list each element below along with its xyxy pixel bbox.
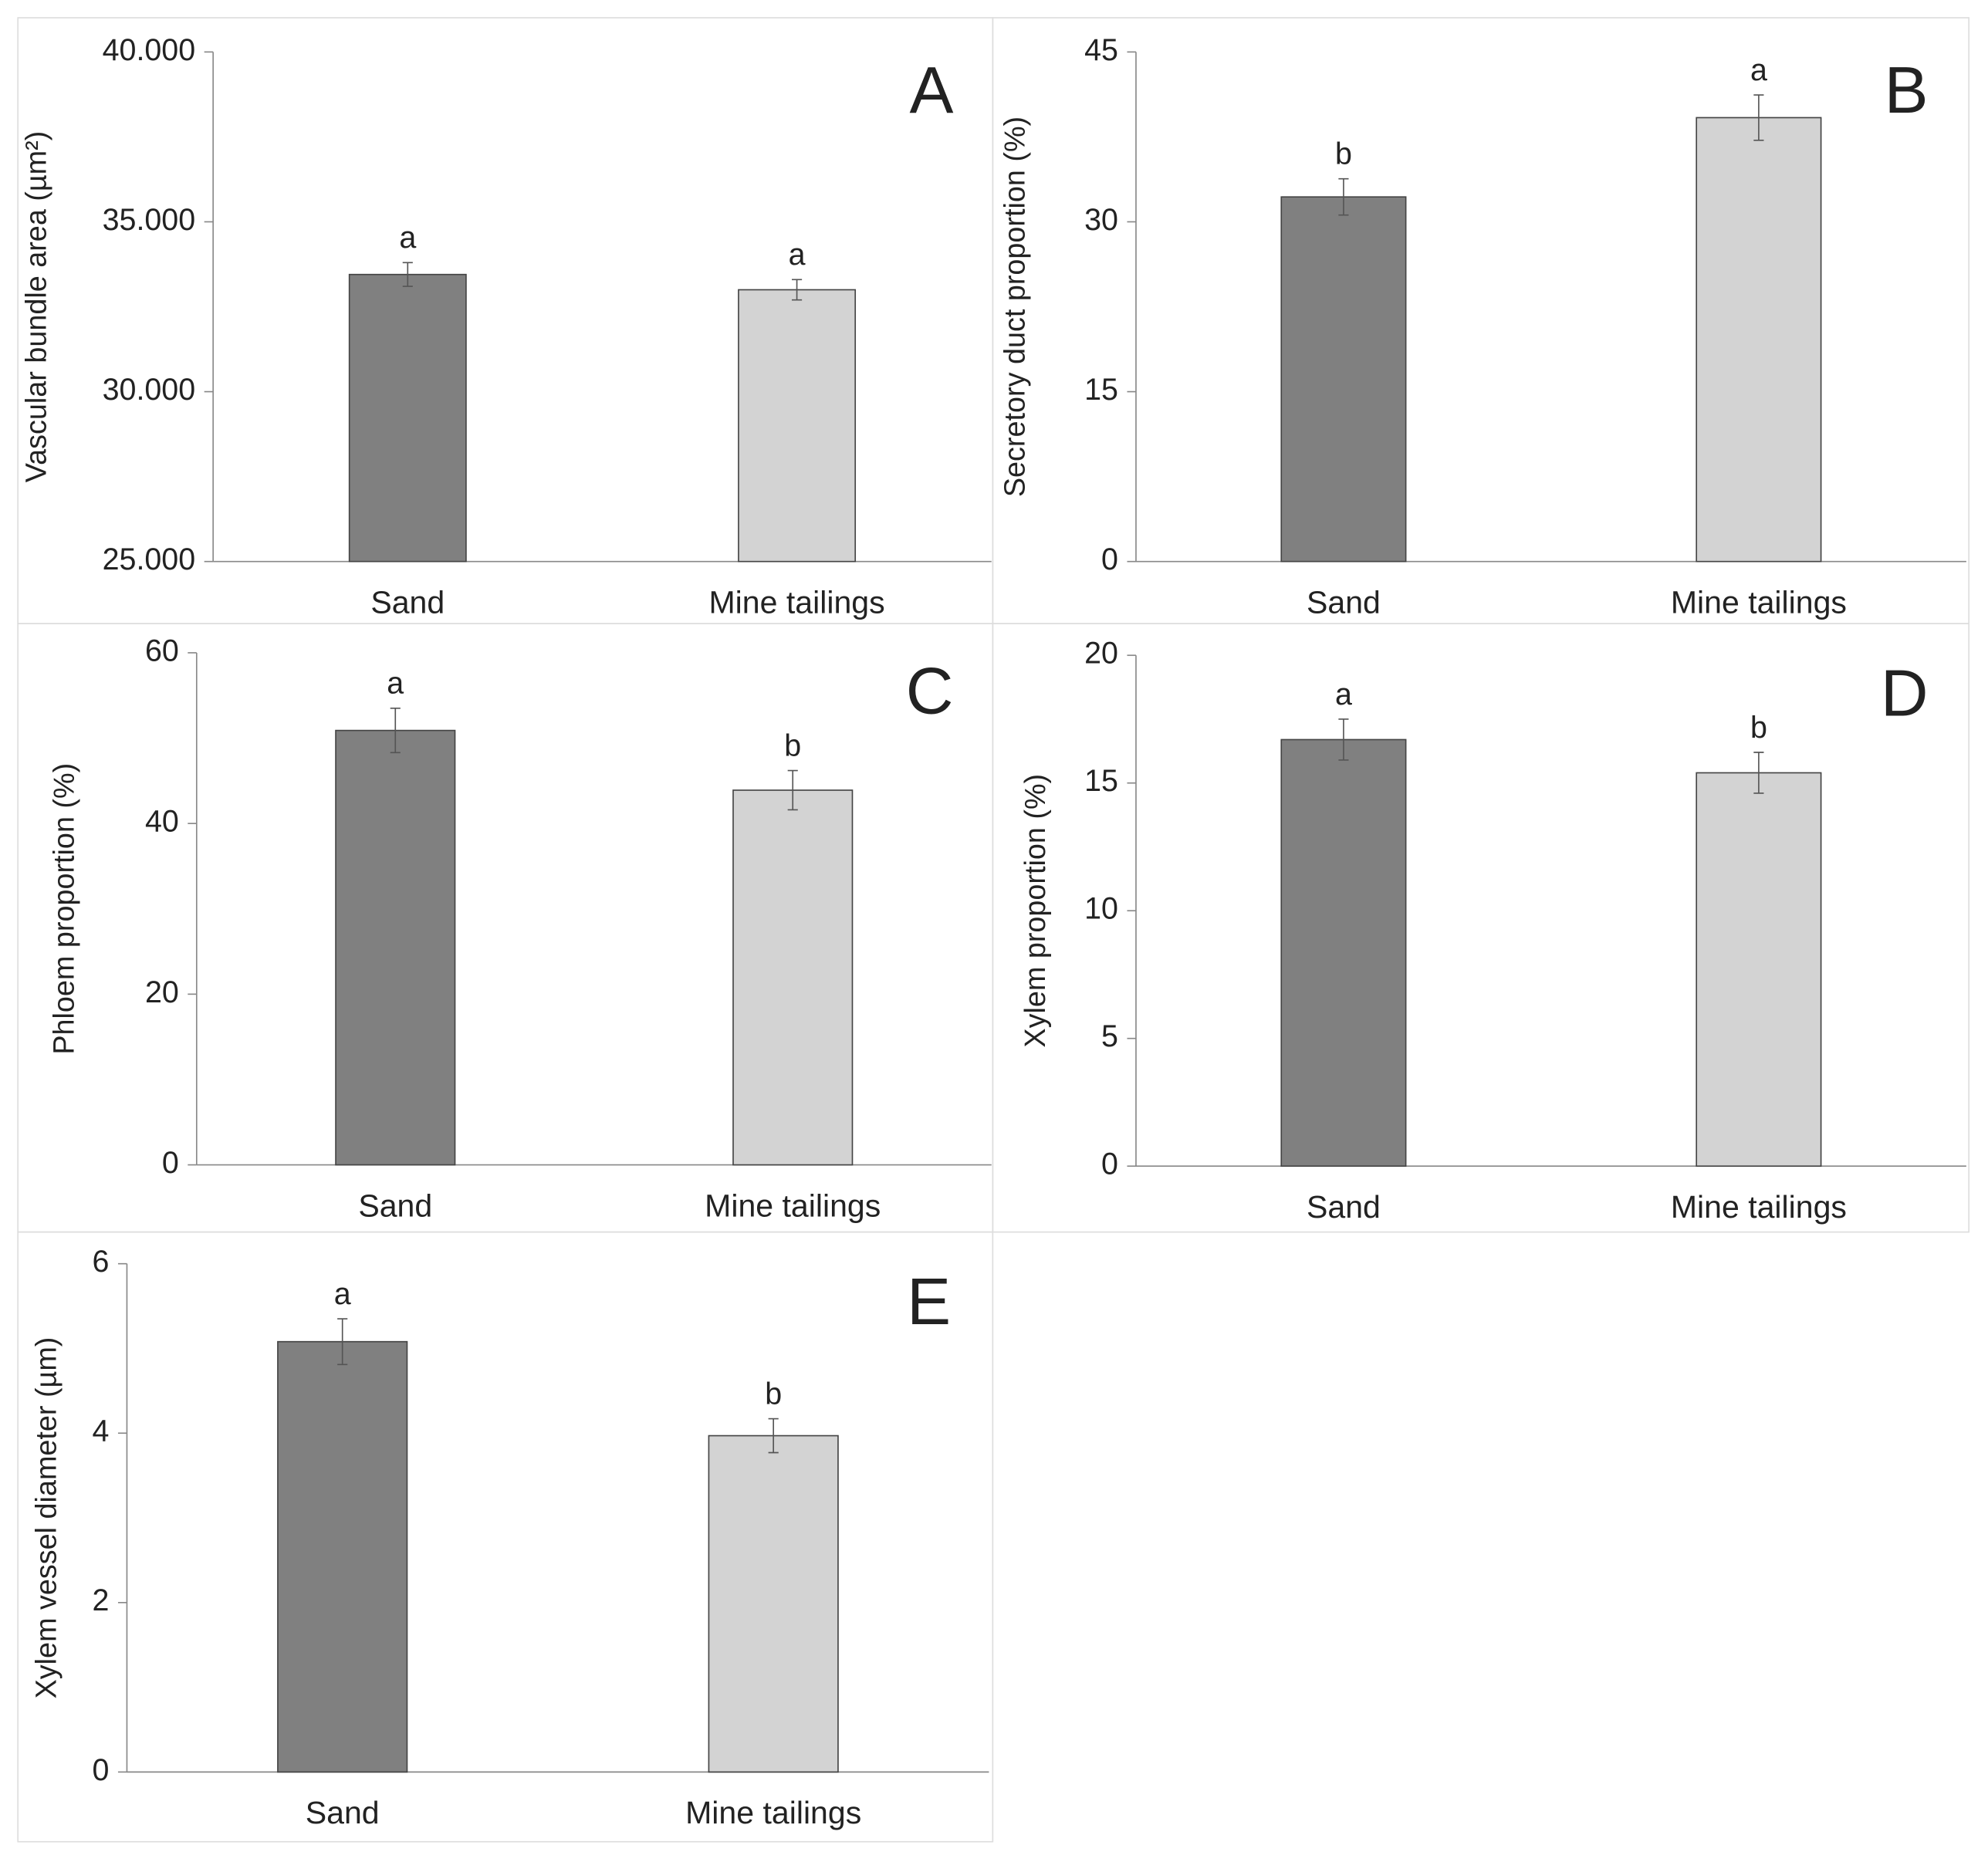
panel-border (992, 623, 1969, 1233)
error-bar (1753, 94, 1764, 141)
y-tick-label: 15 (1084, 373, 1118, 407)
y-tick-label: 2 (93, 1583, 110, 1617)
error-bar (1338, 177, 1349, 216)
x-tick-label: Mine tailings (1671, 1189, 1847, 1225)
y-tick-label: 0 (1101, 1147, 1118, 1181)
error-bar (337, 1318, 348, 1366)
bar (738, 289, 857, 563)
y-tick-label: 40.000 (103, 33, 196, 67)
y-tick-label: 0 (162, 1146, 179, 1180)
significance-letter: b (784, 728, 801, 762)
x-tick-label: Sand (306, 1795, 380, 1830)
error-bar (787, 769, 798, 811)
bar (335, 729, 456, 1166)
x-tick-label: Mine tailings (708, 584, 884, 620)
panel-letter: D (1881, 657, 1929, 731)
significance-letter: a (399, 221, 416, 255)
y-tick-label: 30.000 (103, 373, 196, 407)
error-bar (792, 279, 803, 301)
y-tick-label: 10 (1084, 892, 1118, 926)
x-tick-label: Sand (1307, 1189, 1381, 1225)
y-tick-label: 35.000 (103, 203, 196, 237)
bar (732, 789, 854, 1166)
y-tick-label: 20 (145, 975, 179, 1009)
error-bar (768, 1418, 779, 1454)
panel-letter: E (907, 1266, 951, 1339)
significance-letter: b (1750, 711, 1767, 745)
bar (348, 273, 467, 563)
y-tick-label: 5 (1101, 1019, 1118, 1053)
bar (1280, 196, 1407, 563)
panel-letter: A (909, 54, 953, 127)
significance-letter: a (789, 238, 806, 272)
significance-letter: b (1335, 137, 1352, 171)
error-bar (390, 708, 401, 754)
x-tick-label: Sand (358, 1188, 432, 1223)
y-tick-label: 20 (1084, 637, 1118, 671)
panel-letter: B (1885, 54, 1929, 127)
x-tick-label: Sand (370, 584, 445, 620)
x-tick-label: Sand (1307, 584, 1381, 620)
y-tick-label: 60 (145, 634, 179, 667)
significance-letter: a (334, 1277, 351, 1311)
y-tick-label: 40 (145, 805, 179, 839)
y-tick-label: 30 (1084, 203, 1118, 237)
error-bar (1338, 718, 1349, 761)
y-axis-label: Phloem proportion (%) (49, 763, 81, 1055)
y-axis-label: Secretory duct proportion (%) (999, 117, 1032, 497)
bar (1280, 738, 1407, 1168)
bar (1696, 772, 1822, 1168)
bar (708, 1435, 839, 1773)
x-tick-label: Mine tailings (685, 1795, 861, 1830)
significance-letter: a (1750, 53, 1767, 87)
significance-letter: b (765, 1377, 782, 1411)
y-axis-label: Xylem vessel diameter (µm) (31, 1337, 63, 1699)
y-axis-label: Vascular bundle area (µm²) (20, 131, 52, 483)
panel-letter: C (906, 654, 954, 728)
x-tick-label: Mine tailings (1671, 584, 1847, 620)
y-tick-label: 4 (93, 1414, 110, 1448)
x-tick-label: Mine tailings (705, 1188, 881, 1223)
panel-border (17, 1231, 994, 1843)
bar (277, 1340, 408, 1773)
significance-letter: a (1335, 678, 1352, 711)
error-bar (1753, 752, 1764, 794)
significance-letter: a (387, 667, 404, 701)
y-tick-label: 6 (93, 1245, 110, 1279)
y-tick-label: 0 (1101, 542, 1118, 576)
y-tick-label: 0 (93, 1753, 110, 1787)
bar (1696, 117, 1822, 563)
y-tick-label: 15 (1084, 764, 1118, 798)
y-tick-label: 25.000 (103, 542, 196, 576)
y-tick-label: 45 (1084, 33, 1118, 67)
error-bar (402, 262, 413, 287)
y-axis-label: Xylem proportion (%) (1019, 774, 1052, 1048)
